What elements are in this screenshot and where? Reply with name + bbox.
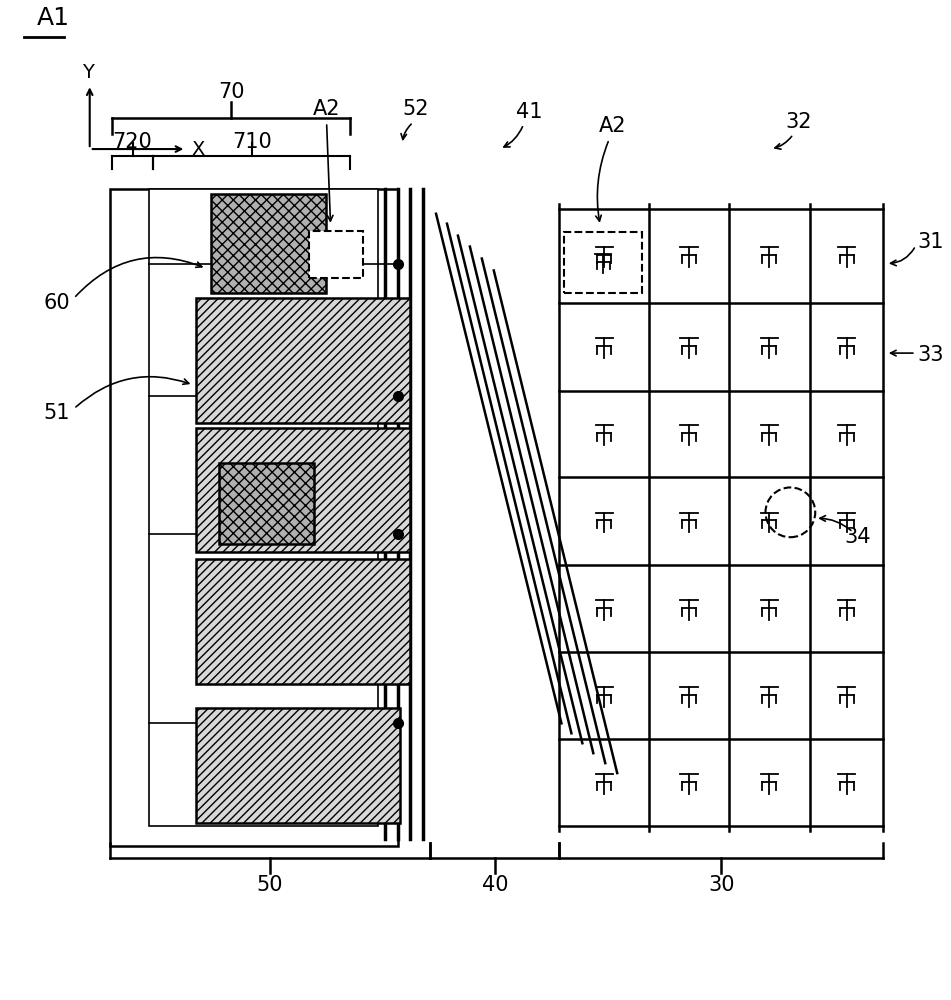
- Bar: [196, 428, 410, 552]
- Text: 30: 30: [708, 875, 734, 895]
- Bar: [149, 189, 378, 826]
- Text: 50: 50: [257, 875, 283, 895]
- Text: X: X: [191, 140, 204, 159]
- Text: A2: A2: [313, 99, 340, 119]
- Text: 31: 31: [918, 232, 944, 252]
- Text: 34: 34: [844, 527, 871, 547]
- Text: 70: 70: [218, 82, 244, 102]
- Text: 720: 720: [112, 132, 152, 152]
- Text: 51: 51: [44, 403, 69, 423]
- Text: 60: 60: [43, 293, 69, 313]
- Bar: [196, 559, 410, 684]
- Text: A2: A2: [598, 116, 626, 136]
- Text: 52: 52: [402, 99, 428, 119]
- Bar: [565, 232, 642, 293]
- Bar: [196, 708, 400, 823]
- Text: A1: A1: [37, 6, 70, 30]
- Text: 32: 32: [786, 112, 811, 132]
- Bar: [211, 194, 325, 293]
- Text: Y: Y: [82, 63, 93, 82]
- Bar: [109, 189, 398, 846]
- Text: 40: 40: [481, 875, 508, 895]
- Bar: [309, 231, 363, 278]
- Bar: [219, 463, 314, 544]
- Text: 710: 710: [232, 132, 272, 152]
- Text: 41: 41: [516, 102, 543, 122]
- Text: 33: 33: [918, 345, 944, 365]
- Bar: [196, 298, 410, 423]
